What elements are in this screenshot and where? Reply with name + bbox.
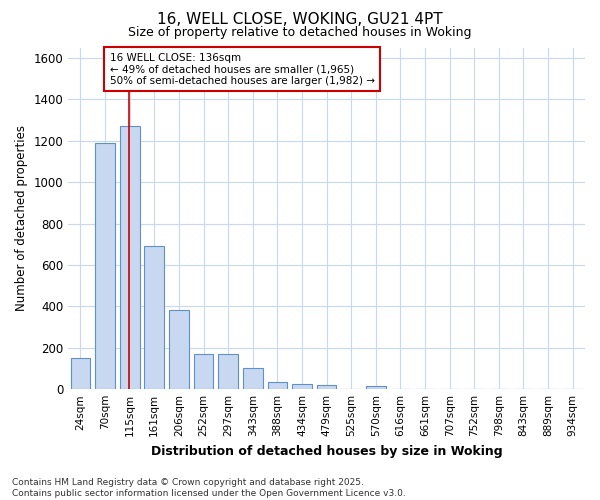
Y-axis label: Number of detached properties: Number of detached properties (15, 126, 28, 312)
X-axis label: Distribution of detached houses by size in Woking: Distribution of detached houses by size … (151, 444, 502, 458)
Bar (292, 384, 312, 389)
Bar (194, 354, 214, 389)
Bar (95, 143, 115, 389)
Text: 16, WELL CLOSE, WOKING, GU21 4PT: 16, WELL CLOSE, WOKING, GU21 4PT (157, 12, 443, 28)
Bar (268, 382, 287, 389)
Bar (366, 386, 386, 389)
Text: Contains HM Land Registry data © Crown copyright and database right 2025.
Contai: Contains HM Land Registry data © Crown c… (12, 478, 406, 498)
Bar (120, 126, 140, 389)
Bar (243, 368, 263, 389)
Bar (317, 385, 337, 389)
Text: Size of property relative to detached houses in Woking: Size of property relative to detached ho… (128, 26, 472, 39)
Bar (218, 354, 238, 389)
Bar (169, 310, 189, 389)
Bar (145, 246, 164, 389)
Bar (71, 358, 91, 389)
Text: 16 WELL CLOSE: 136sqm
← 49% of detached houses are smaller (1,965)
50% of semi-d: 16 WELL CLOSE: 136sqm ← 49% of detached … (110, 52, 374, 86)
